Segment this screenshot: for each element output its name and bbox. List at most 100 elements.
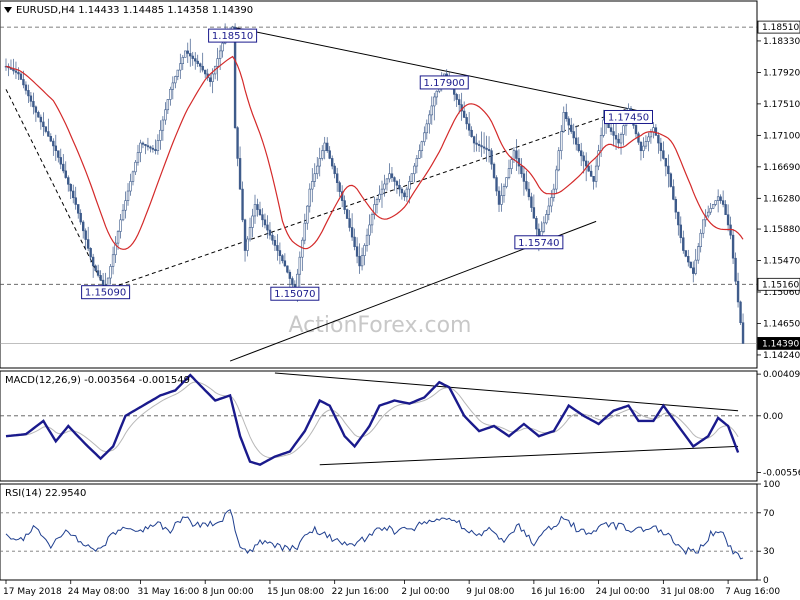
candle (584, 152, 588, 182)
candle (271, 232, 274, 245)
candle (731, 229, 735, 265)
candle-body (697, 246, 700, 261)
candle-body (174, 76, 177, 84)
candle-body (301, 239, 304, 258)
price-label: 1.18510 (208, 28, 258, 43)
candle (637, 131, 640, 145)
candle-body (714, 200, 717, 205)
candle-body (572, 131, 575, 139)
candle-body (363, 245, 366, 256)
candle (156, 134, 160, 155)
candle-body (741, 322, 745, 344)
candle (487, 136, 491, 163)
candle (248, 217, 252, 242)
candle (385, 178, 389, 191)
candle-body (273, 239, 277, 246)
candle-body (490, 150, 493, 165)
candle (338, 180, 341, 197)
candle-body (268, 229, 272, 236)
candle (398, 179, 401, 197)
candle (330, 155, 334, 170)
time-axis-label: 7 Aug 16:00 (725, 587, 780, 597)
price-axis-label: 1.18330 (763, 37, 800, 47)
candle-body (221, 42, 224, 52)
candle (196, 54, 199, 67)
candle-body (355, 246, 359, 257)
candle-body (62, 163, 65, 172)
candle-body (22, 79, 25, 86)
candle-body (701, 219, 705, 234)
candle-body (420, 141, 424, 152)
candle-body (281, 255, 284, 262)
candle (124, 191, 127, 219)
candle (547, 197, 551, 221)
candle (109, 263, 112, 285)
candle-body (736, 280, 740, 303)
candle-body (218, 50, 222, 59)
candle-body (378, 193, 381, 200)
candle (714, 200, 717, 207)
candle-body (577, 144, 580, 152)
candle (176, 69, 180, 81)
candle-body (592, 176, 595, 182)
candle (72, 184, 75, 204)
candle-body (520, 165, 523, 175)
candle-body (470, 129, 473, 137)
candle-body (129, 181, 132, 192)
candle (579, 142, 583, 167)
candle-body (72, 190, 75, 199)
candle (734, 252, 737, 285)
candle (261, 208, 264, 228)
candle-body (350, 227, 354, 238)
candle (353, 228, 356, 251)
candle-body (24, 84, 28, 91)
candle (311, 168, 314, 203)
candle (507, 159, 511, 180)
candle (111, 246, 115, 275)
candle-body (430, 105, 433, 116)
candle (689, 261, 692, 269)
macd-header: MACD(12,26,9) -0.003564 -0.001549 (5, 375, 190, 386)
candle (208, 73, 212, 87)
candle-body (146, 145, 150, 148)
candle-body (654, 127, 658, 136)
candle (465, 113, 468, 130)
candle-body (375, 199, 379, 205)
candle (582, 151, 585, 174)
candle (567, 116, 570, 135)
candle-body (383, 183, 386, 190)
candle (174, 75, 177, 89)
candle-body (515, 150, 518, 159)
candle (14, 61, 18, 80)
candle-body (77, 204, 80, 214)
price-label-box (419, 75, 469, 90)
candle (47, 118, 50, 137)
candle-body (433, 96, 436, 107)
trendline (105, 108, 629, 291)
candle (415, 154, 419, 174)
candle-body (584, 160, 588, 167)
candle-body (161, 119, 165, 131)
candle-body (380, 188, 384, 195)
candle (589, 164, 593, 177)
chart-menu-triangle-icon[interactable] (4, 7, 12, 13)
candle-body (403, 192, 406, 198)
candle (149, 145, 152, 153)
candle-body (405, 188, 409, 198)
candle (251, 208, 254, 238)
candle (525, 170, 528, 192)
candle (736, 272, 740, 308)
candle (179, 53, 182, 79)
candle (687, 249, 690, 267)
candle-body (126, 190, 130, 201)
candle (532, 194, 536, 219)
candle (136, 144, 140, 166)
candle (161, 116, 165, 141)
candle-body (291, 278, 294, 286)
candle (485, 135, 488, 162)
candle (472, 135, 476, 153)
candle (323, 136, 326, 160)
candle-body (716, 196, 720, 201)
candle-body (689, 261, 692, 269)
candle-body (303, 222, 306, 241)
